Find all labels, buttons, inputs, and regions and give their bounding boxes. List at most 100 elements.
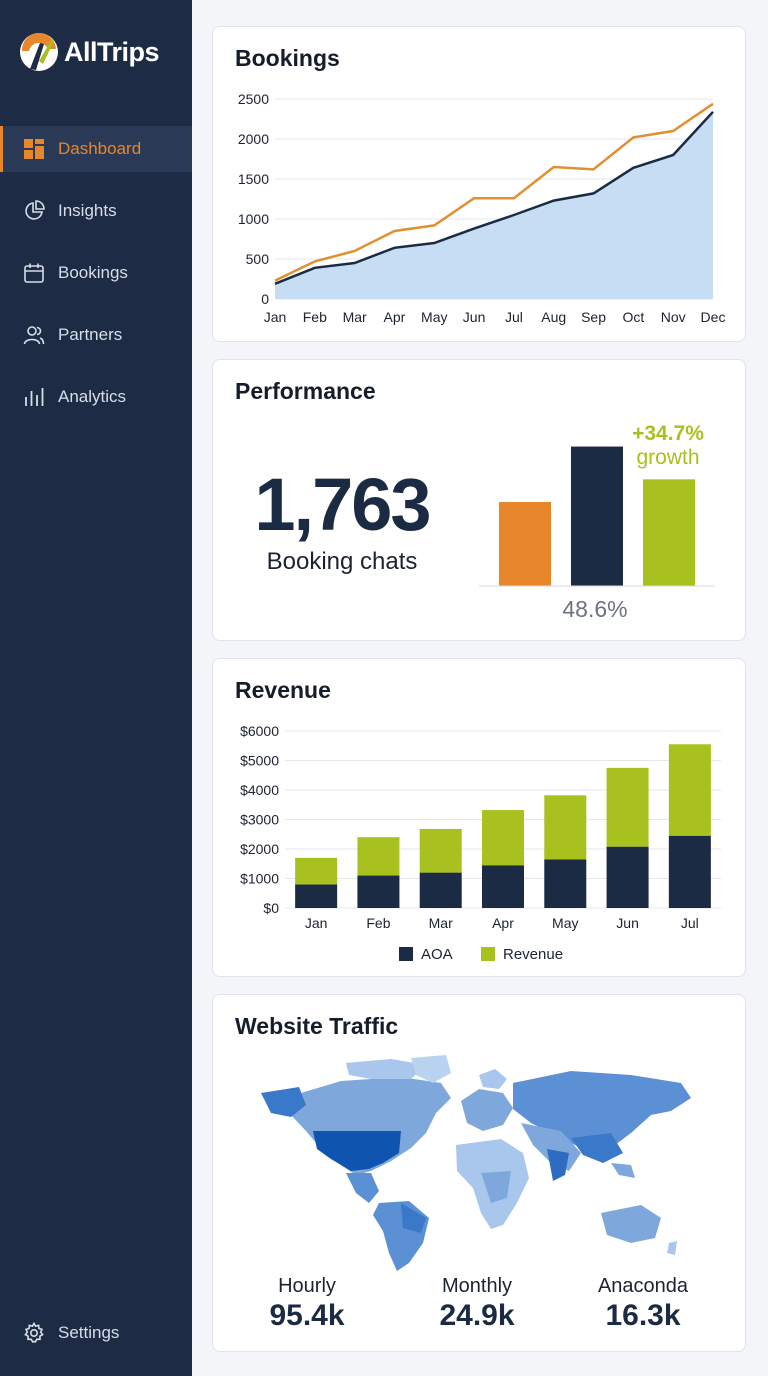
revenue-bar-aoa: [482, 865, 524, 908]
sidebar-item-label: Insights: [58, 201, 117, 220]
revenue-bar-revenue: [482, 810, 524, 866]
world-map: [261, 1055, 691, 1271]
x-tick-label: May: [421, 309, 447, 325]
x-tick-label: Jun: [616, 915, 639, 931]
revenue-bar-revenue: [668, 744, 711, 836]
performance-bar: [499, 502, 551, 586]
x-tick-label: Apr: [492, 915, 514, 931]
x-tick-label: Jan: [305, 915, 328, 931]
performance-caption: Booking chats: [266, 548, 418, 575]
legend-swatch: [481, 947, 495, 961]
revenue-bar-revenue: [606, 767, 649, 847]
y-tick-label: 1000: [238, 211, 269, 227]
sidebar-item-insights[interactable]: Insights: [0, 188, 192, 234]
bookings-chart: 0 500 1000 1500 2000 2500 Jan Feb Mar Apr May Jun Ju…: [238, 91, 726, 325]
series-line-0: [274, 110, 714, 285]
y-tick-label: 2500: [238, 91, 269, 107]
stat-value: 24.9k: [439, 1299, 515, 1332]
gear-icon: [22, 1321, 46, 1345]
sidebar-item-settings[interactable]: Settings: [0, 1310, 192, 1356]
sidebar: AllTrips Dashboard Insights Bookings Par…: [0, 0, 192, 1376]
performance-bar: [643, 479, 695, 586]
x-tick-label: Feb: [303, 309, 327, 325]
x-tick-label: Nov: [661, 309, 686, 325]
x-tick-label: Jul: [505, 309, 523, 325]
y-tick-label: $6000: [240, 723, 279, 739]
stat-label: Anaconda: [597, 1275, 689, 1297]
performance-value: 1,763: [254, 463, 431, 546]
revenue-bar-revenue: [419, 828, 462, 873]
growth-label: growth: [636, 446, 700, 469]
sidebar-item-bookings[interactable]: Bookings: [0, 250, 192, 296]
calendar-icon: [22, 261, 46, 285]
revenue-bar-aoa: [544, 859, 587, 908]
bar-caption: 48.6%: [562, 596, 628, 622]
logo-icon: [20, 32, 58, 71]
y-tick-label: 500: [246, 251, 270, 267]
app-logo[interactable]: AllTrips: [18, 30, 160, 74]
performance-bar: [571, 446, 623, 586]
revenue-bar-revenue: [357, 837, 400, 876]
revenue-bar-aoa: [295, 884, 338, 908]
sidebar-item-label: Analytics: [58, 387, 127, 406]
bar-chart-icon: [22, 385, 46, 409]
revenue-bar-revenue: [544, 795, 587, 860]
y-tick-label: $1000: [240, 871, 279, 887]
legend-label: Revenue: [503, 946, 563, 963]
series-area: [275, 111, 713, 299]
performance-title: Performance: [235, 378, 376, 404]
stat-label: Monthly: [441, 1275, 513, 1297]
stat-label: Hourly: [278, 1275, 336, 1297]
dashboard-icon: [22, 137, 46, 161]
y-tick-label: $0: [263, 900, 279, 916]
y-tick-label: $3000: [240, 812, 279, 828]
revenue-chart: $0 $1000 $2000 $3000 $4000 $5000 $6000 Jan Feb Ma…: [240, 723, 721, 963]
x-tick-label: Aug: [541, 309, 566, 325]
y-tick-label: $2000: [240, 841, 279, 857]
app-name: AllTrips: [64, 36, 160, 67]
y-tick-label: $5000: [240, 753, 279, 769]
performance-chart: [479, 446, 715, 587]
revenue-title: Revenue: [235, 677, 331, 703]
legend-label: AOA: [421, 946, 453, 963]
legend-swatch: [399, 947, 413, 961]
revenue-bar-aoa: [419, 872, 462, 908]
x-tick-label: Feb: [366, 915, 390, 931]
sidebar-item-analytics[interactable]: Analytics: [0, 374, 192, 420]
x-tick-label: Mar: [429, 915, 453, 931]
traffic-title: Website Traffic: [235, 1013, 399, 1039]
sidebar-item-partners[interactable]: Partners: [0, 312, 192, 358]
series-line-1: [274, 102, 714, 282]
x-tick-label: Dec: [701, 309, 726, 325]
stat-value: 95.4k: [269, 1299, 345, 1332]
revenue-bar-aoa: [357, 875, 400, 908]
bookings-title: Bookings: [235, 45, 340, 71]
bookings-card: Bookings 0 500 1000 1500 2000 2500 Jan Feb Mar Ap…: [212, 26, 746, 342]
revenue-bar-revenue: [295, 857, 338, 885]
sidebar-item-dashboard[interactable]: Dashboard: [0, 126, 192, 172]
sidebar-item-label: Dashboard: [58, 139, 142, 158]
x-tick-label: Sep: [581, 309, 606, 325]
y-tick-label: 1500: [238, 171, 269, 187]
y-tick-label: 2000: [238, 131, 269, 147]
revenue-bar-aoa: [606, 846, 649, 908]
x-tick-label: Oct: [622, 309, 644, 325]
x-tick-label: Apr: [384, 309, 406, 325]
x-tick-label: Mar: [343, 309, 367, 325]
x-tick-label: May: [552, 915, 578, 931]
x-tick-label: Jan: [264, 309, 287, 325]
sidebar-item-label: Bookings: [58, 263, 128, 282]
y-tick-label: $4000: [240, 782, 279, 798]
sidebar-item-label: Settings: [58, 1323, 120, 1342]
y-tick-label: 0: [261, 291, 269, 307]
pie-chart-icon: [22, 199, 46, 223]
growth-value: +34.7%: [632, 422, 704, 445]
revenue-bar-aoa: [668, 835, 711, 908]
stat-value: 16.3k: [605, 1299, 681, 1332]
x-tick-label: Jun: [463, 309, 486, 325]
users-icon: [22, 323, 46, 347]
revenue-card: Revenue $0 $1000 $2000 $3000 $4000 $5000 $6000…: [212, 658, 746, 977]
x-tick-label: Jul: [681, 915, 699, 931]
traffic-card: Website Traffic Hourly 95.4k Monthly 24.…: [212, 994, 746, 1352]
sidebar-item-label: Partners: [58, 325, 123, 344]
